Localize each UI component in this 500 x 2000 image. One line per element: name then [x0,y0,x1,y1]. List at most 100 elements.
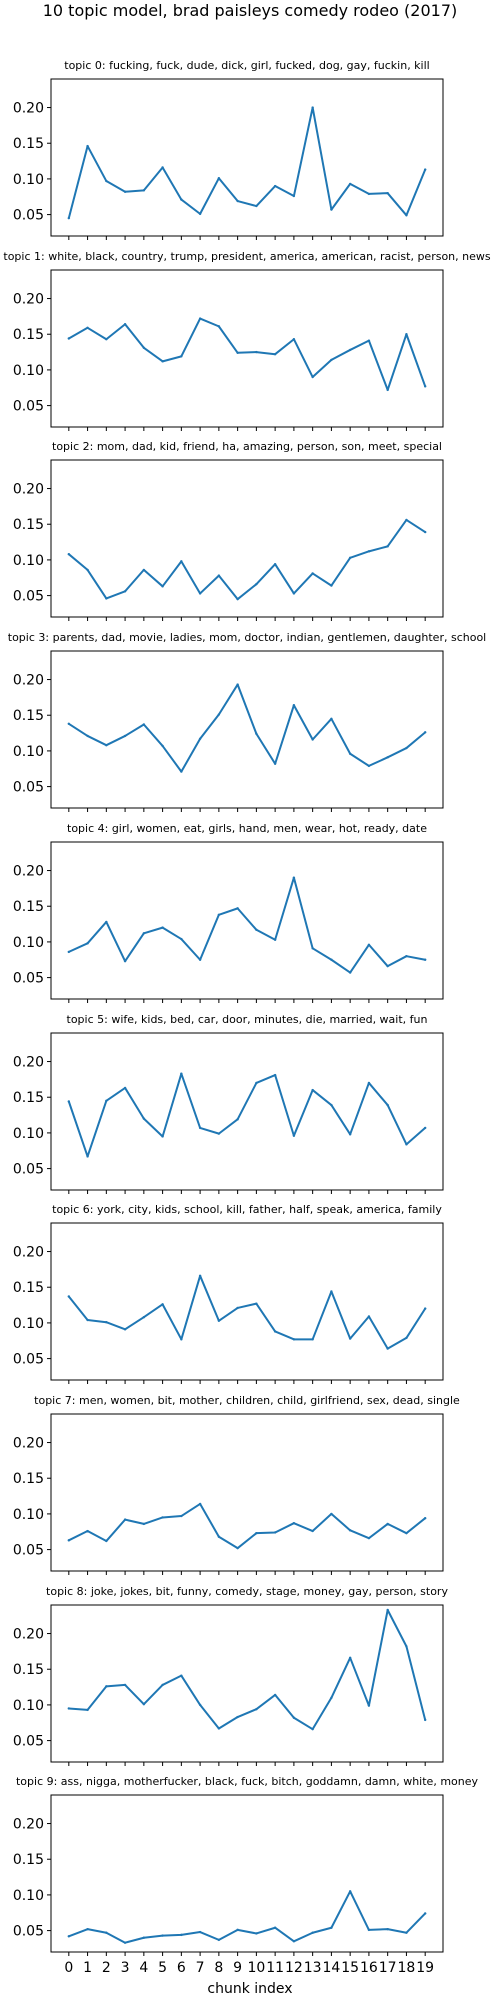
data-point [311,1931,314,1934]
y-tick-label: 0.15 [13,1471,44,1487]
x-tick-label: 5 [158,1960,167,1976]
data-point [405,1143,408,1146]
data-point [348,752,352,755]
subplot-title: topic 9: ass, nigga, motherfucker, black… [16,1775,479,1788]
y-tick-label: 0.05 [13,1352,44,1368]
data-point [330,358,333,362]
data-point [405,214,408,217]
y-tick-label: 0.20 [13,1055,44,1071]
data-point [67,1935,71,1938]
data-point [180,355,183,358]
data-point [105,920,108,924]
data-point [198,212,202,216]
subplot-title: topic 8: joke, jokes, bit, funny, comedy… [46,1585,448,1598]
data-point [273,562,277,566]
data-point [423,1126,427,1130]
data-point [123,734,127,738]
subplot-topic-5: topic 5: wife, kids, bed, car, door, min… [13,1013,444,1194]
data-point [292,592,296,595]
y-tick-label: 0.15 [13,1280,44,1296]
data-point [161,166,164,169]
data-point [86,144,89,148]
data-point [273,1073,277,1077]
data-point [180,770,183,773]
data-point [105,1099,108,1102]
data-point [255,1302,258,1305]
data-point [217,176,221,180]
data-point [142,1316,146,1319]
data-point [67,337,71,340]
data-point [123,590,127,593]
data-point [217,1132,221,1135]
data-point [311,572,314,575]
x-tick-label: 17 [379,1960,397,1976]
data-point [311,738,314,741]
axes-frame [50,841,444,1000]
y-tick-label: 0.20 [13,1436,44,1452]
data-point [161,1683,164,1687]
y-tick-label: 0.20 [13,482,44,498]
data-point [386,191,389,195]
data-point [423,1912,427,1915]
data-point [292,704,296,707]
data-point [105,1685,108,1688]
data-point [367,1081,371,1085]
data-point [311,1727,314,1731]
data-point [67,1100,71,1103]
data-point [311,1338,314,1341]
data-point [273,1330,277,1333]
y-tick-label: 0.05 [13,589,44,605]
data-point [348,1890,352,1893]
data-point [198,1274,202,1278]
data-point [180,1933,183,1937]
y-tick-label: 0.10 [13,1126,44,1142]
data-point [330,1926,333,1929]
series-line-topic-9 [67,1890,427,1944]
data-point [236,199,239,203]
subplot-title: topic 6: york, city, kids, school, kill,… [52,1203,442,1216]
x-tick-label: 6 [177,1960,186,1976]
data-point [311,1529,314,1533]
data-point [142,932,146,935]
y-tick-label: 0.15 [13,899,44,915]
y-tick-label: 0.20 [13,1627,44,1643]
axes-frame [50,1413,444,1572]
data-point [198,737,202,740]
x-tick-label: 1 [83,1960,92,1976]
data-point [273,938,277,941]
y-tick-label: 0.05 [13,1924,44,1940]
data-point [405,1645,408,1648]
subplot-topic-1: topic 1: white, black, country, trump, p… [3,250,491,431]
data-point [330,1696,333,1699]
data-point [105,338,108,341]
data-point [67,1707,71,1710]
data-point [330,1512,333,1516]
axes-frame [50,1794,444,1953]
x-tick-label: 11 [266,1960,284,1976]
data-point [423,1516,427,1520]
data-point [330,1290,333,1293]
subplot-topic-2: topic 2: mom, dad, kid, friend, ha, amaz… [13,440,444,621]
data-point [142,1702,146,1706]
y-tick-label: 0.10 [13,172,44,188]
data-point [348,1133,352,1136]
y-tick-label: 0.10 [13,363,44,379]
data-point [198,592,202,595]
data-point [423,958,427,961]
data-point [161,360,164,363]
data-point [292,1940,296,1943]
data-point [105,1320,108,1324]
data-point [236,1118,239,1121]
data-point [198,958,202,961]
series-line-topic-3 [67,683,427,773]
data-point [273,1531,277,1534]
data-point [86,734,89,738]
data-point [255,204,258,208]
y-tick-label: 0.05 [13,780,44,796]
data-point [105,1539,108,1543]
data-point [348,182,352,186]
series-line-topic-2 [67,518,427,601]
x-tick-label: 15 [341,1960,359,1976]
data-point [292,1338,296,1341]
subplot-topic-4: topic 4: girl, women, eat, girls, hand, … [13,822,444,1003]
